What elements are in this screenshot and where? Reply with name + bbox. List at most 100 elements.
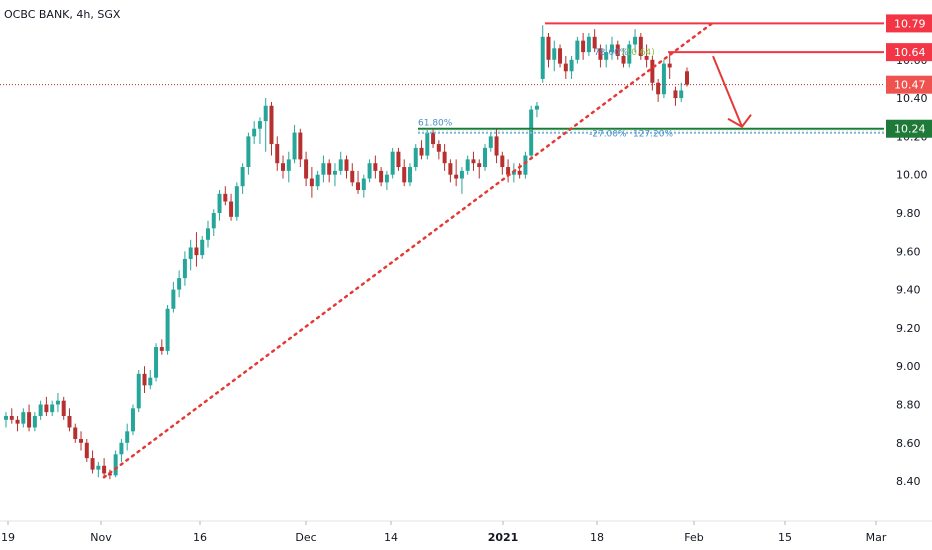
y-tick-label: 9.20: [896, 322, 921, 335]
candle-body: [384, 174, 389, 183]
candle-body: [148, 377, 153, 386]
candle-body: [483, 147, 488, 168]
price-tag-label: 10.64: [894, 46, 926, 59]
candle: [177, 270, 182, 298]
projection-arrow[interactable]: [712, 55, 743, 128]
x-tick-label: Nov: [90, 531, 112, 544]
candle: [234, 182, 239, 221]
candle-body: [465, 159, 470, 171]
candle-body: [194, 247, 199, 256]
candle-body: [679, 90, 684, 99]
candle-body: [656, 82, 661, 95]
candle: [211, 209, 216, 236]
candle-body: [546, 36, 551, 60]
candle-body: [217, 193, 222, 213]
candle: [592, 29, 597, 53]
candle: [494, 128, 499, 164]
candle: [598, 44, 603, 68]
y-tick-label: 8.60: [896, 437, 921, 450]
candle: [286, 151, 291, 183]
candle-body: [431, 132, 436, 145]
candle: [125, 423, 130, 451]
candle-body: [136, 373, 141, 409]
x-tick-label: 16: [193, 531, 207, 544]
x-tick-label: 2021: [488, 531, 519, 544]
price-tag-label: 10.79: [894, 17, 926, 30]
candle: [506, 159, 511, 183]
candle: [119, 438, 124, 462]
candle: [102, 458, 107, 478]
candle-body: [9, 415, 14, 420]
candle: [633, 29, 638, 53]
candle: [309, 167, 314, 198]
trendline[interactable]: [102, 22, 714, 479]
time-axis[interactable]: 19 Nov 16 Dec 14 2021 18 Feb 15 Mar: [0, 520, 932, 544]
candle-body: [79, 438, 84, 443]
candle-body: [61, 400, 66, 416]
candle: [223, 186, 228, 206]
candle-body: [171, 289, 176, 309]
candle-body: [581, 40, 586, 53]
candle: [32, 412, 37, 432]
candle: [269, 101, 274, 156]
candle: [107, 469, 112, 480]
candle: [240, 163, 245, 194]
candle-body: [673, 90, 678, 99]
candle-body: [425, 132, 430, 156]
candle: [90, 450, 95, 474]
candle-body: [402, 167, 407, 183]
candle: [459, 167, 464, 194]
candle: [367, 159, 372, 183]
candle: [229, 193, 234, 221]
candle-body: [523, 155, 528, 175]
candle: [27, 404, 32, 432]
candle-body: [361, 178, 366, 191]
candle-body: [38, 404, 43, 416]
candle-body: [627, 44, 632, 64]
candle-body: [407, 167, 412, 183]
candle: [488, 132, 493, 152]
candle: [425, 128, 430, 160]
candle-body: [459, 170, 464, 179]
candle: [627, 40, 632, 68]
candle: [563, 55, 568, 79]
y-tick-label: 9.00: [896, 360, 921, 373]
candle-body: [275, 144, 280, 164]
candle-body: [315, 174, 320, 187]
candle-body: [517, 170, 522, 175]
price-tag: [886, 14, 932, 33]
candle-body: [558, 48, 563, 64]
candle-body: [154, 347, 159, 378]
candle: [182, 251, 187, 286]
candle: [609, 36, 614, 60]
candle: [483, 144, 488, 171]
x-tick-label: Dec: [295, 531, 316, 544]
candle: [142, 366, 147, 394]
candle-body: [436, 144, 441, 152]
candle-body: [4, 415, 8, 420]
candle: [315, 170, 320, 191]
candle: [407, 163, 412, 187]
candle: [413, 144, 418, 171]
candle-body: [615, 44, 620, 56]
candle-body: [67, 415, 72, 428]
candle-body: [569, 59, 574, 72]
candle-body: [229, 201, 234, 217]
candle: [679, 82, 684, 102]
candle-body: [246, 136, 251, 168]
candle-body: [379, 170, 384, 183]
fib-label: 78.60%: [594, 48, 629, 58]
candle: [4, 412, 8, 428]
candle: [390, 147, 395, 179]
candle-body: [84, 442, 89, 459]
candle: [656, 78, 661, 102]
y-tick-label: 9.60: [896, 245, 921, 258]
candle-body: [263, 105, 268, 122]
candle: [379, 167, 384, 187]
candle-body: [102, 465, 107, 474]
candle: [79, 431, 84, 451]
candle-body: [27, 412, 32, 428]
candle: [344, 155, 349, 179]
price-axis[interactable]: 8.40 8.60 8.80 9.00 9.20 9.40 9.60 9.80 10.00 10.…: [886, 14, 932, 488]
